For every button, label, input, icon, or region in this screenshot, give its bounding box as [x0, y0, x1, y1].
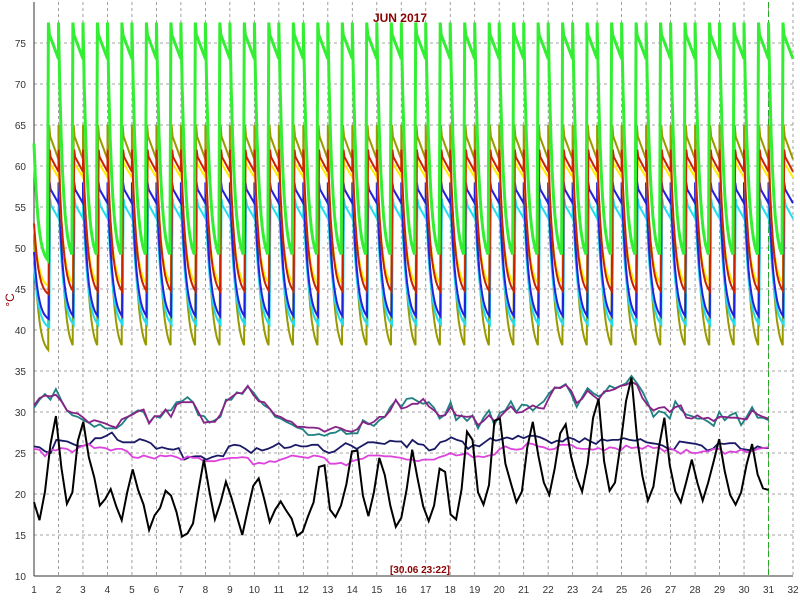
x-tick-label: 1	[31, 585, 37, 596]
x-tick-label: 29	[714, 585, 726, 596]
x-tick-label: 8	[203, 585, 209, 596]
y-tick-label: 40	[15, 326, 27, 337]
series-navy-line	[33, 431, 769, 461]
y-tick-label: 60	[15, 162, 27, 173]
x-tick-label: 19	[469, 585, 481, 596]
x-tick-label: 6	[154, 585, 160, 596]
x-tick-label: 31	[763, 585, 775, 596]
x-tick-label: 30	[738, 585, 750, 596]
y-tick-label: 75	[15, 39, 27, 50]
x-tick-label: 22	[543, 585, 555, 596]
y-tick-label: 20	[15, 490, 27, 501]
x-tick-label: 16	[396, 585, 408, 596]
axes	[33, 2, 793, 577]
x-tick-label: 20	[494, 585, 506, 596]
x-tick-label: 10	[249, 585, 261, 596]
x-tick-label: 12	[298, 585, 310, 596]
x-tick-label: 23	[567, 585, 579, 596]
x-tick-label: 9	[227, 585, 233, 596]
x-tick-label: 11	[274, 585, 285, 596]
series-green-line	[32, 22, 795, 265]
series-black-line	[33, 377, 769, 539]
y-tick-label: 10	[15, 572, 27, 583]
x-tick-label: 14	[347, 585, 359, 596]
x-tick-label: 26	[641, 585, 653, 596]
y-tick-label: 70	[15, 80, 27, 91]
series-magenta-line	[33, 442, 769, 467]
y-tick-label: 55	[15, 203, 27, 214]
series-group	[32, 22, 795, 539]
x-tick-label: 32	[787, 585, 799, 596]
y-tick-label: 15	[15, 531, 27, 542]
x-tick-label: 17	[420, 585, 432, 596]
series-red-line	[33, 149, 794, 297]
y-tick-label: 45	[15, 285, 27, 296]
y-tick-label: 50	[15, 244, 27, 255]
x-tick-label: 7	[178, 585, 184, 596]
y-tick-label: 65	[15, 121, 27, 132]
y-axis-label: °C	[3, 293, 17, 307]
x-tick-label: 24	[592, 585, 604, 596]
x-tick-label: 27	[665, 585, 677, 596]
x-tick-label: 3	[80, 585, 86, 596]
x-tick-label: 2	[56, 585, 62, 596]
y-tick-label: 30	[15, 408, 27, 419]
timestamp-label: [30.06 23:22]	[390, 565, 450, 576]
x-tick-label: 25	[616, 585, 628, 596]
x-tick-label: 4	[105, 585, 111, 596]
y-tick-label: 35	[15, 367, 27, 378]
x-tick-label: 21	[518, 585, 530, 596]
x-tick-label: 15	[371, 585, 383, 596]
x-tick-label: 5	[129, 585, 135, 596]
x-tick-label: 28	[690, 585, 702, 596]
series-purple-line	[33, 380, 769, 433]
x-tick-label: 13	[322, 585, 334, 596]
y-tick-label: 25	[15, 449, 27, 460]
chart-title: JUN 2017	[373, 11, 427, 25]
x-tick-label: 18	[445, 585, 457, 596]
